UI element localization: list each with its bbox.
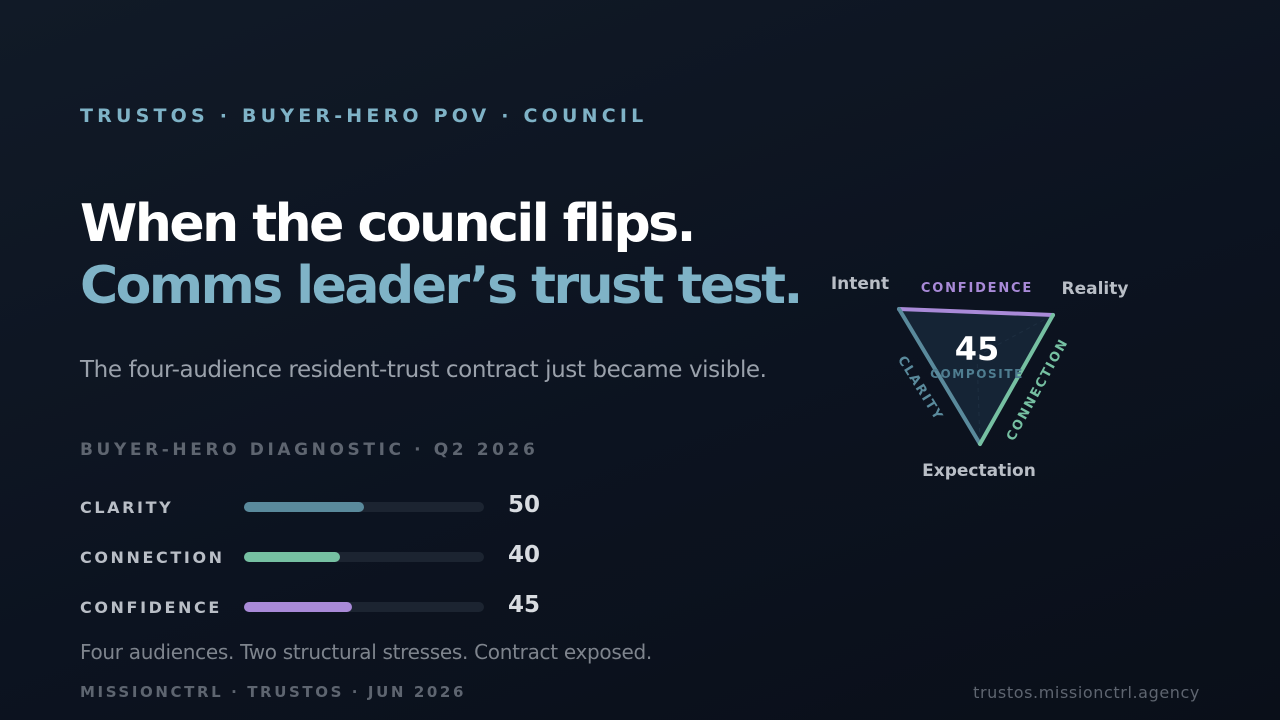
footer-credit: MISSIONCTRL · TRUSTOS · JUN 2026 [80, 683, 466, 701]
diagnostic-label: BUYER-HERO DIAGNOSTIC · Q2 2026 [80, 440, 539, 460]
metric-track [244, 552, 484, 562]
metric-track [244, 602, 484, 612]
headline: When the council flips. Comms leader’s t… [80, 193, 803, 317]
vertex-label-reality: Reality [1062, 279, 1129, 299]
footer-url: trustos.missionctrl.agency [973, 683, 1200, 702]
metric-name: CLARITY [80, 498, 174, 517]
eyebrow-label: TRUSTOS · BUYER-HERO POV · COUNCIL [80, 105, 648, 127]
metric-fill [244, 552, 340, 562]
metric-fill [244, 602, 352, 612]
vertex-label-intent: Intent [831, 274, 889, 294]
metric-name: CONFIDENCE [80, 598, 222, 617]
composite-score: 45 [955, 330, 1000, 368]
metric-track [244, 502, 484, 512]
metric-row-clarity: CLARITY 50 [80, 492, 600, 522]
metric-value: 50 [508, 492, 541, 518]
metric-name: CONNECTION [80, 548, 225, 567]
trust-triangle-diagram: Intent Reality Expectation CONFIDENCE CL… [820, 260, 1160, 500]
triangle-fill [899, 309, 1053, 444]
subtitle: The four-audience resident-trust contrac… [80, 357, 767, 383]
edge-clarity [897, 307, 982, 446]
trust-triangle-svg: Intent Reality Expectation CONFIDENCE CL… [831, 274, 1129, 481]
metric-row-confidence: CONFIDENCE 45 [80, 592, 600, 622]
composite-label: COMPOSITE [930, 367, 1024, 381]
triangle-guide [976, 355, 981, 445]
headline-line-1: When the council flips. [80, 194, 696, 254]
edge-connection [978, 313, 1055, 446]
headline-line-2: Comms leader’s trust test. [80, 256, 803, 316]
edge-label-confidence: CONFIDENCE [921, 281, 1033, 296]
vertex-label-expectation: Expectation [922, 461, 1036, 481]
tagline: Four audiences. Two structural stresses.… [80, 640, 652, 664]
triangle-guide [976, 314, 1054, 357]
metric-fill [244, 502, 364, 512]
metric-row-connection: CONNECTION 40 [80, 542, 600, 572]
metric-value: 40 [508, 542, 541, 568]
metric-value: 45 [508, 592, 541, 618]
edge-confidence [897, 307, 1055, 317]
